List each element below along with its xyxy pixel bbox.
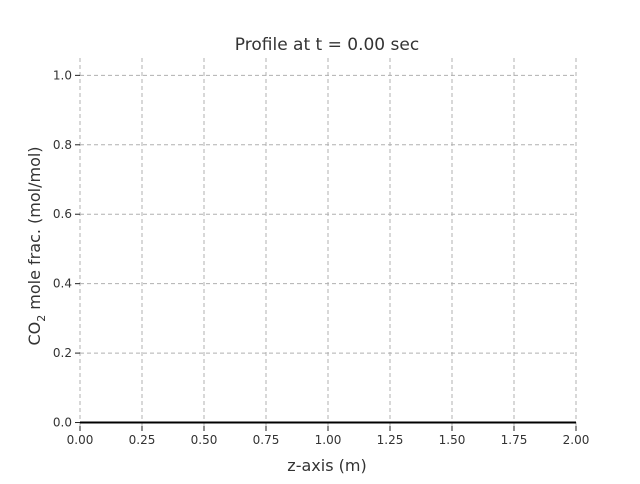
- y-axis-label-suffix: mole frac. (mol/mol): [25, 146, 44, 314]
- y-tick-label-4: 0.8: [53, 138, 72, 152]
- y-tick-label-3: 0.6: [53, 207, 72, 221]
- x-tick-label-5: 1.25: [377, 433, 404, 447]
- x-tick-label-6: 1.50: [439, 433, 466, 447]
- y-axis-label-prefix: CO: [25, 322, 44, 346]
- y-axis-label-subscript: 2: [35, 315, 48, 322]
- x-tick-label-7: 1.75: [501, 433, 528, 447]
- x-tick-labels: 0.00 0.25 0.50 0.75 1.00 1.25 1.50 1.75 2.00: [67, 433, 590, 447]
- y-tick-label-1: 0.2: [53, 346, 72, 360]
- y-tick-label-2: 0.4: [53, 277, 72, 291]
- x-tick-label-3: 0.75: [253, 433, 280, 447]
- y-tick-labels: 0.0 0.2 0.4 0.6 0.8 1.0: [53, 68, 72, 429]
- chart-title: Profile at t = 0.00 sec: [235, 35, 419, 55]
- x-axis-label: z-axis (m): [287, 456, 366, 475]
- x-tick-label-2: 0.50: [191, 433, 218, 447]
- x-tick-label-4: 1.00: [315, 433, 342, 447]
- grid-layer: [79, 58, 577, 426]
- axes-layer: [75, 74, 577, 431]
- x-tick-label-1: 0.25: [129, 433, 156, 447]
- x-tick-label-0: 0.00: [67, 433, 94, 447]
- y-axis-label: CO2 mole frac. (mol/mol): [25, 146, 48, 345]
- y-tick-label-0: 0.0: [53, 416, 72, 430]
- x-tick-label-8: 2.00: [563, 433, 590, 447]
- y-tick-label-5: 1.0: [53, 68, 72, 82]
